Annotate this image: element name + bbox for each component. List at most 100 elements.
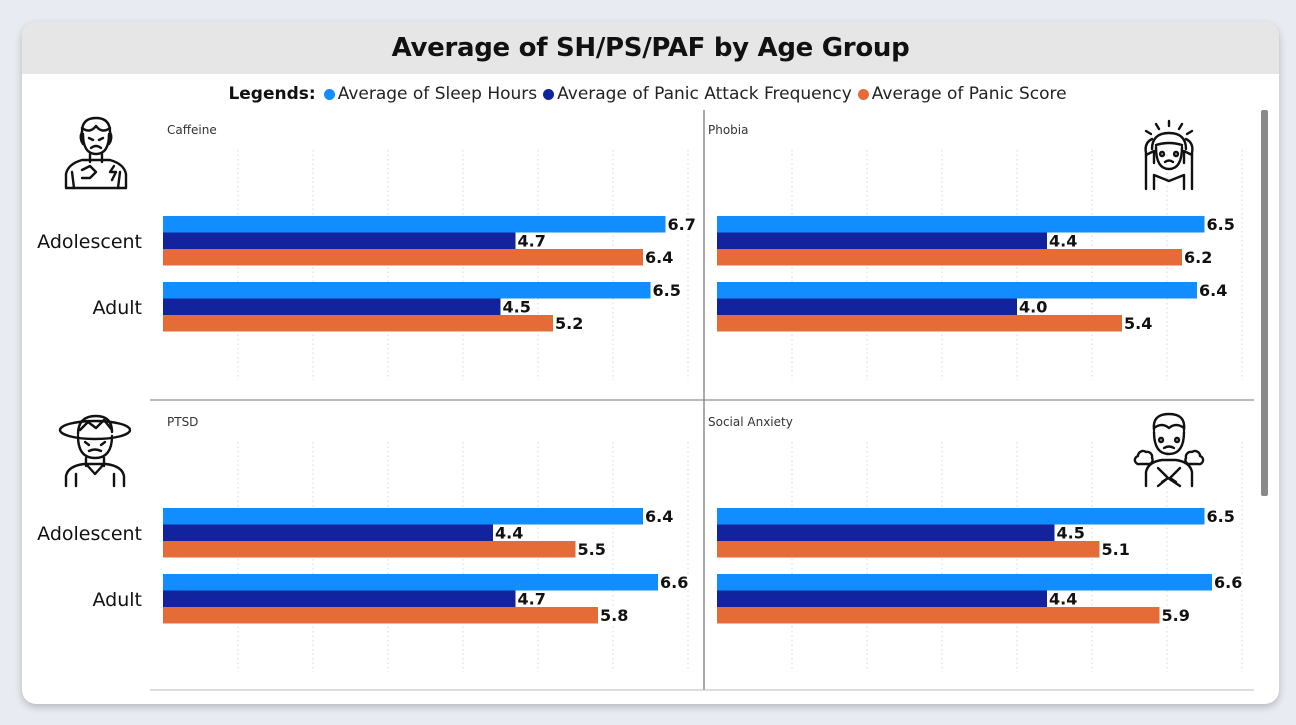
panel-ptsd: PTSD Adolescent 6.4 4.4 5.5 Adult 6.6 4.7 5.8 bbox=[37, 415, 692, 672]
data-label: 6.5 bbox=[1207, 507, 1235, 526]
bar bbox=[717, 590, 1047, 607]
category-label: Adult bbox=[93, 297, 143, 319]
bar bbox=[163, 315, 553, 332]
data-label-background bbox=[1182, 249, 1216, 266]
bar bbox=[163, 590, 516, 607]
data-label-background bbox=[515, 232, 550, 249]
data-label-background bbox=[1122, 315, 1156, 332]
bar bbox=[717, 607, 1160, 624]
data-label: 5.8 bbox=[600, 606, 628, 625]
anxious-person-icon bbox=[1133, 412, 1205, 488]
data-label: 6.6 bbox=[1214, 573, 1242, 592]
data-label: 6.4 bbox=[645, 248, 673, 267]
category-label: Adult bbox=[93, 589, 143, 611]
data-label-background bbox=[1212, 574, 1246, 591]
bar bbox=[163, 232, 516, 249]
legend-item-sleep-hours[interactable]: Average of Sleep Hours bbox=[323, 84, 538, 104]
data-label-background bbox=[515, 590, 550, 607]
panel-caffeine: Caffeine Adolescent 6.7 4.7 6.4 Adult 6.5 4.5 5.… bbox=[37, 123, 700, 380]
legend-label-panic-attack-frequency: Average of Panic Attack Frequency bbox=[557, 84, 852, 104]
data-label-background bbox=[1204, 508, 1239, 525]
data-label-background bbox=[1047, 590, 1081, 607]
data-label: 4.4 bbox=[1049, 232, 1077, 251]
bar bbox=[163, 607, 598, 624]
data-label: 6.6 bbox=[660, 573, 688, 592]
frightened-person-icon bbox=[1144, 119, 1194, 191]
data-label-background bbox=[658, 574, 692, 591]
data-label-background bbox=[598, 607, 632, 624]
data-label: 5.4 bbox=[1124, 314, 1152, 333]
panel-phobia: Phobia 6.5 4.4 6.2 6.4 4.0 5.4 bbox=[708, 123, 1243, 380]
bar bbox=[717, 541, 1100, 558]
data-label: 4.5 bbox=[503, 298, 531, 317]
data-label-background bbox=[1017, 298, 1051, 315]
bar bbox=[163, 249, 643, 266]
legend-item-panic-score[interactable]: Average of Panic Score bbox=[857, 84, 1067, 104]
data-label-background bbox=[1099, 541, 1134, 558]
legend: Legends: Average of Sleep Hours Average … bbox=[22, 80, 1279, 108]
legend-dot-sleep-hours bbox=[323, 88, 335, 100]
bar bbox=[163, 508, 643, 525]
data-label: 5.1 bbox=[1102, 540, 1130, 559]
dizzy-person-icon bbox=[58, 414, 132, 488]
data-label: 6.4 bbox=[1199, 281, 1227, 300]
bar bbox=[717, 216, 1205, 233]
bar bbox=[163, 541, 576, 558]
legend-label-panic-score: Average of Panic Score bbox=[871, 84, 1067, 104]
data-label-background bbox=[553, 315, 587, 332]
bar bbox=[163, 216, 666, 233]
bar bbox=[163, 298, 501, 315]
data-label: 5.9 bbox=[1162, 606, 1190, 625]
data-label-background bbox=[665, 216, 700, 233]
data-label-background bbox=[1047, 232, 1081, 249]
chart-card: Average of SH/PS/PAF by Age Group Legend… bbox=[22, 22, 1279, 704]
data-label-background bbox=[493, 524, 527, 541]
bar bbox=[717, 282, 1197, 299]
panel-social-anxiety: Social Anxiety 6.5 4.5 5.1 6.6 4.4 5.9 bbox=[708, 415, 1246, 672]
data-label: 5.2 bbox=[555, 314, 583, 333]
panel-title: Social Anxiety bbox=[708, 415, 793, 429]
panel-title: Phobia bbox=[708, 123, 749, 137]
bar bbox=[717, 232, 1047, 249]
data-label: 6.5 bbox=[653, 281, 681, 300]
panel-title: Caffeine bbox=[167, 123, 217, 137]
chart-title: Average of SH/PS/PAF by Age Group bbox=[391, 33, 910, 63]
bar bbox=[163, 524, 493, 541]
data-label-background bbox=[650, 282, 685, 299]
data-label: 6.5 bbox=[1207, 215, 1235, 234]
data-label-background bbox=[1204, 216, 1239, 233]
bar bbox=[163, 574, 658, 591]
data-label-background bbox=[500, 298, 535, 315]
data-label: 4.7 bbox=[518, 590, 546, 609]
data-label: 6.2 bbox=[1184, 248, 1212, 267]
legend-dot-panic-score bbox=[857, 88, 869, 100]
bar bbox=[717, 315, 1122, 332]
legend-item-panic-attack-frequency[interactable]: Average of Panic Attack Frequency bbox=[543, 84, 852, 104]
data-label: 6.7 bbox=[668, 215, 696, 234]
data-label: 4.4 bbox=[1049, 590, 1077, 609]
data-label: 4.4 bbox=[495, 524, 523, 543]
legend-label-sleep-hours: Average of Sleep Hours bbox=[337, 84, 538, 104]
bar bbox=[717, 298, 1017, 315]
data-label-background bbox=[1197, 282, 1231, 299]
data-label-background bbox=[1159, 607, 1194, 624]
title-bar: Average of SH/PS/PAF by Age Group bbox=[22, 22, 1279, 74]
data-label-background bbox=[1054, 524, 1089, 541]
legend-title: Legends: bbox=[228, 84, 316, 104]
data-label: 4.0 bbox=[1019, 298, 1047, 317]
panel-title: PTSD bbox=[167, 415, 198, 429]
bar bbox=[717, 574, 1212, 591]
small-multiples-chart: Caffeine Adolescent 6.7 4.7 6.4 Adult 6.5 4.5 5.… bbox=[37, 110, 1254, 691]
data-label: 6.4 bbox=[645, 507, 673, 526]
vertical-scrollbar[interactable] bbox=[1261, 110, 1268, 496]
data-label-background bbox=[575, 541, 610, 558]
category-label: Adolescent bbox=[37, 231, 142, 253]
data-label-background bbox=[643, 249, 677, 266]
data-label: 4.7 bbox=[518, 232, 546, 251]
bar bbox=[717, 249, 1182, 266]
data-label-background bbox=[643, 508, 677, 525]
category-label: Adolescent bbox=[37, 523, 142, 545]
bar bbox=[163, 282, 651, 299]
legend-dot-panic-attack-frequency bbox=[543, 88, 555, 100]
stressed-person-icon bbox=[64, 116, 128, 190]
